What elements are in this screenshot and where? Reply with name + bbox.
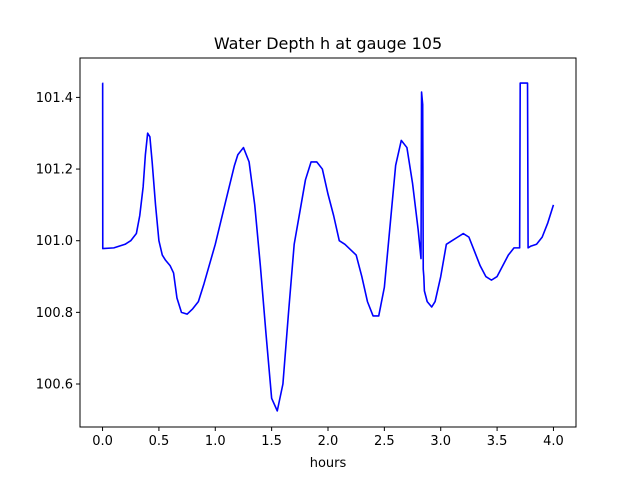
x-tick-label: 3.0 [430,434,451,449]
x-tick-label: 1.0 [205,434,226,449]
y-tick-label: 101.4 [36,91,73,106]
y-tick-label: 101.2 [36,163,73,178]
x-tick-label: 0.0 [92,434,113,449]
x-tick-label: 3.5 [487,434,508,449]
y-tick-label: 100.8 [36,306,73,321]
x-tick-label: 1.5 [261,434,282,449]
y-axis-ticks: 100.6 100.8 101.0 101.2 101.4 [36,91,80,393]
x-tick-label: 4.0 [543,434,564,449]
x-tick-label: 2.0 [318,434,339,449]
x-axis-ticks: 0.0 0.5 1.0 1.5 2.0 2.5 3.0 3.5 4.0 [92,427,564,449]
x-tick-label: 0.5 [149,434,170,449]
plot-frame [79,57,577,428]
plot-area [101,82,555,412]
y-tick-label: 100.6 [36,378,73,393]
y-tick-label: 101.0 [36,234,73,249]
series-line-0 [101,82,555,412]
x-tick-label: 2.5 [374,434,395,449]
chart-title: Water Depth h at gauge 105 [214,34,442,53]
x-axis-label: hours [310,456,347,471]
